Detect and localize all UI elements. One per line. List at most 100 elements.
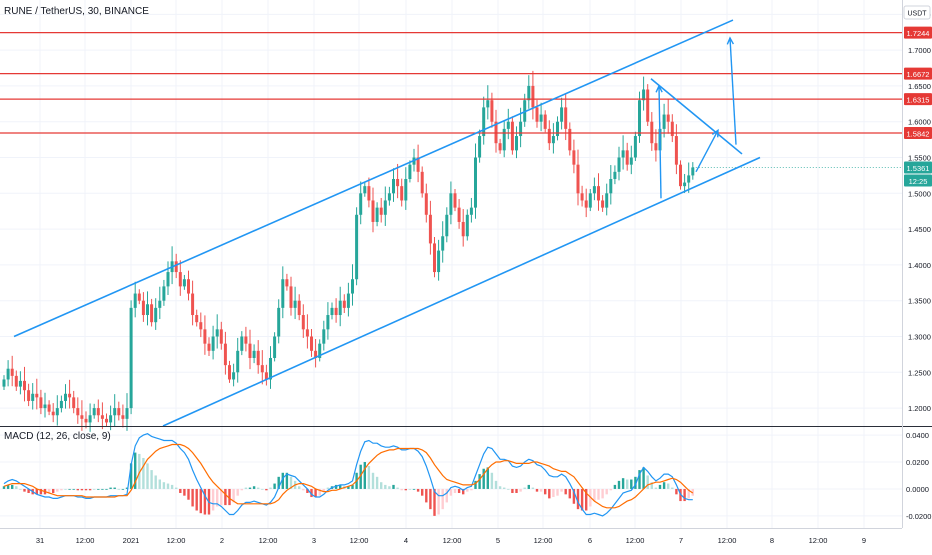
- candle-body: [666, 114, 670, 122]
- candle-body: [6, 368, 10, 380]
- macd-lines-layer: [3, 433, 694, 517]
- candle-body: [396, 178, 400, 187]
- macd-histogram-bar: [166, 483, 170, 489]
- candle-body: [387, 193, 391, 201]
- macd-histogram-bar: [519, 488, 522, 492]
- arrow-shaft[interactable]: [729, 37, 737, 145]
- candle-body: [363, 186, 367, 194]
- horizontal-level-label: 1.5842: [907, 130, 930, 139]
- time-axis-tick-label: 12:00: [718, 536, 737, 545]
- countdown-label: 12:25: [909, 177, 928, 186]
- candle-body: [326, 315, 330, 330]
- macd-histogram-bar: [466, 488, 469, 492]
- candle-body: [674, 136, 678, 165]
- macd-histogram-bar: [630, 479, 633, 489]
- macd-histogram-bar: [220, 488, 223, 506]
- channel-trendline[interactable]: [162, 156, 761, 427]
- candle-body: [158, 300, 162, 308]
- macd-histogram-bar: [298, 486, 301, 489]
- candle-body: [629, 157, 633, 165]
- channel-trendline[interactable]: [13, 19, 734, 338]
- candle-body: [478, 136, 482, 158]
- arrow-head[interactable]: [655, 84, 663, 93]
- macd-histogram-bar: [490, 472, 494, 489]
- candle-body: [638, 100, 641, 137]
- macd-histogram-bar: [585, 488, 588, 511]
- macd-histogram-bar: [224, 488, 227, 506]
- candle-body: [187, 279, 190, 294]
- macd-histogram-bar: [638, 470, 641, 489]
- macd-histogram-bar: [453, 488, 457, 493]
- macd-histogram-bar: [527, 484, 530, 489]
- time-axis-tick-label: 2021: [123, 536, 140, 545]
- macd-histogram-bar: [601, 488, 604, 499]
- arrow-shaft[interactable]: [695, 129, 719, 173]
- macd-histogram-bar: [654, 487, 658, 489]
- price-axis-tick-label: 1.5500: [908, 154, 931, 163]
- macd-histogram-bar: [449, 488, 453, 496]
- macd-histogram-bar: [64, 488, 67, 490]
- candle-body: [646, 89, 650, 122]
- candle-body: [510, 121, 514, 151]
- arrow-head[interactable]: [711, 128, 719, 138]
- horizontal-levels-layer[interactable]: 1.7244 1.6672 1.6315 1.5842: [0, 26, 932, 168]
- macd-histogram-bar: [109, 487, 112, 489]
- candle-body: [633, 136, 637, 158]
- candle-body: [297, 300, 301, 316]
- macd-histogram-bar: [162, 482, 166, 489]
- candle-body: [100, 415, 104, 419]
- candle-body: [223, 343, 227, 366]
- candle-body: [519, 121, 523, 137]
- arrow-shaft[interactable]: [658, 85, 662, 199]
- current-price-label: 1.5361: [907, 164, 930, 173]
- symbol-title[interactable]: RUNE / TetherUS, 30, BINANCE: [4, 6, 149, 17]
- candle-body: [342, 300, 346, 308]
- macd-histogram-bar: [265, 488, 268, 491]
- macd-histogram-bar: [216, 488, 219, 507]
- macd-histogram-bar: [170, 484, 174, 489]
- channel-trendline[interactable]: [650, 78, 743, 155]
- macd-histogram-bar: [425, 488, 428, 503]
- time-axis-tick-label: 9: [862, 536, 866, 545]
- candle-body: [162, 286, 166, 301]
- candle-body: [137, 293, 141, 301]
- candle-body: [428, 214, 432, 244]
- candle-body: [211, 336, 215, 351]
- candle-body: [560, 107, 564, 122]
- macd-histogram-bar: [228, 488, 231, 506]
- candle-body: [539, 114, 543, 122]
- macd-histogram-bar: [117, 488, 120, 490]
- arrow-head[interactable]: [726, 36, 735, 45]
- macd-histogram-bar: [113, 487, 116, 489]
- macd-histogram-bar: [478, 474, 481, 489]
- candle-body: [383, 200, 387, 215]
- macd-histogram-bar: [593, 488, 596, 502]
- macd-histogram-bar: [646, 475, 649, 489]
- macd-histogram-bar: [314, 488, 317, 498]
- horizontal-level-label: 1.7244: [907, 29, 930, 38]
- candle-body: [379, 207, 383, 215]
- macd-histogram-bar: [306, 488, 309, 493]
- macd-histogram-bar: [93, 488, 96, 490]
- candle-body: [547, 128, 551, 144]
- candle-body: [654, 143, 658, 151]
- candle-body: [687, 175, 691, 183]
- candle-body: [113, 408, 117, 416]
- macd-histogram-bar: [269, 487, 272, 489]
- current-price-tag[interactable]: [904, 161, 932, 174]
- candle-body: [355, 214, 359, 280]
- candle-body: [474, 157, 477, 208]
- candle-body: [433, 243, 436, 273]
- candle-body: [486, 100, 490, 108]
- macd-histogram-bar: [129, 463, 133, 489]
- candle-body: [88, 415, 92, 423]
- macd-histogram-bar: [105, 488, 108, 490]
- candle-body: [601, 200, 605, 208]
- drawing-layer[interactable]: [13, 19, 761, 427]
- candle-body: [621, 150, 625, 158]
- currency-button[interactable]: [903, 5, 931, 20]
- macd-title[interactable]: MACD (12, 26, close, 9): [4, 431, 111, 442]
